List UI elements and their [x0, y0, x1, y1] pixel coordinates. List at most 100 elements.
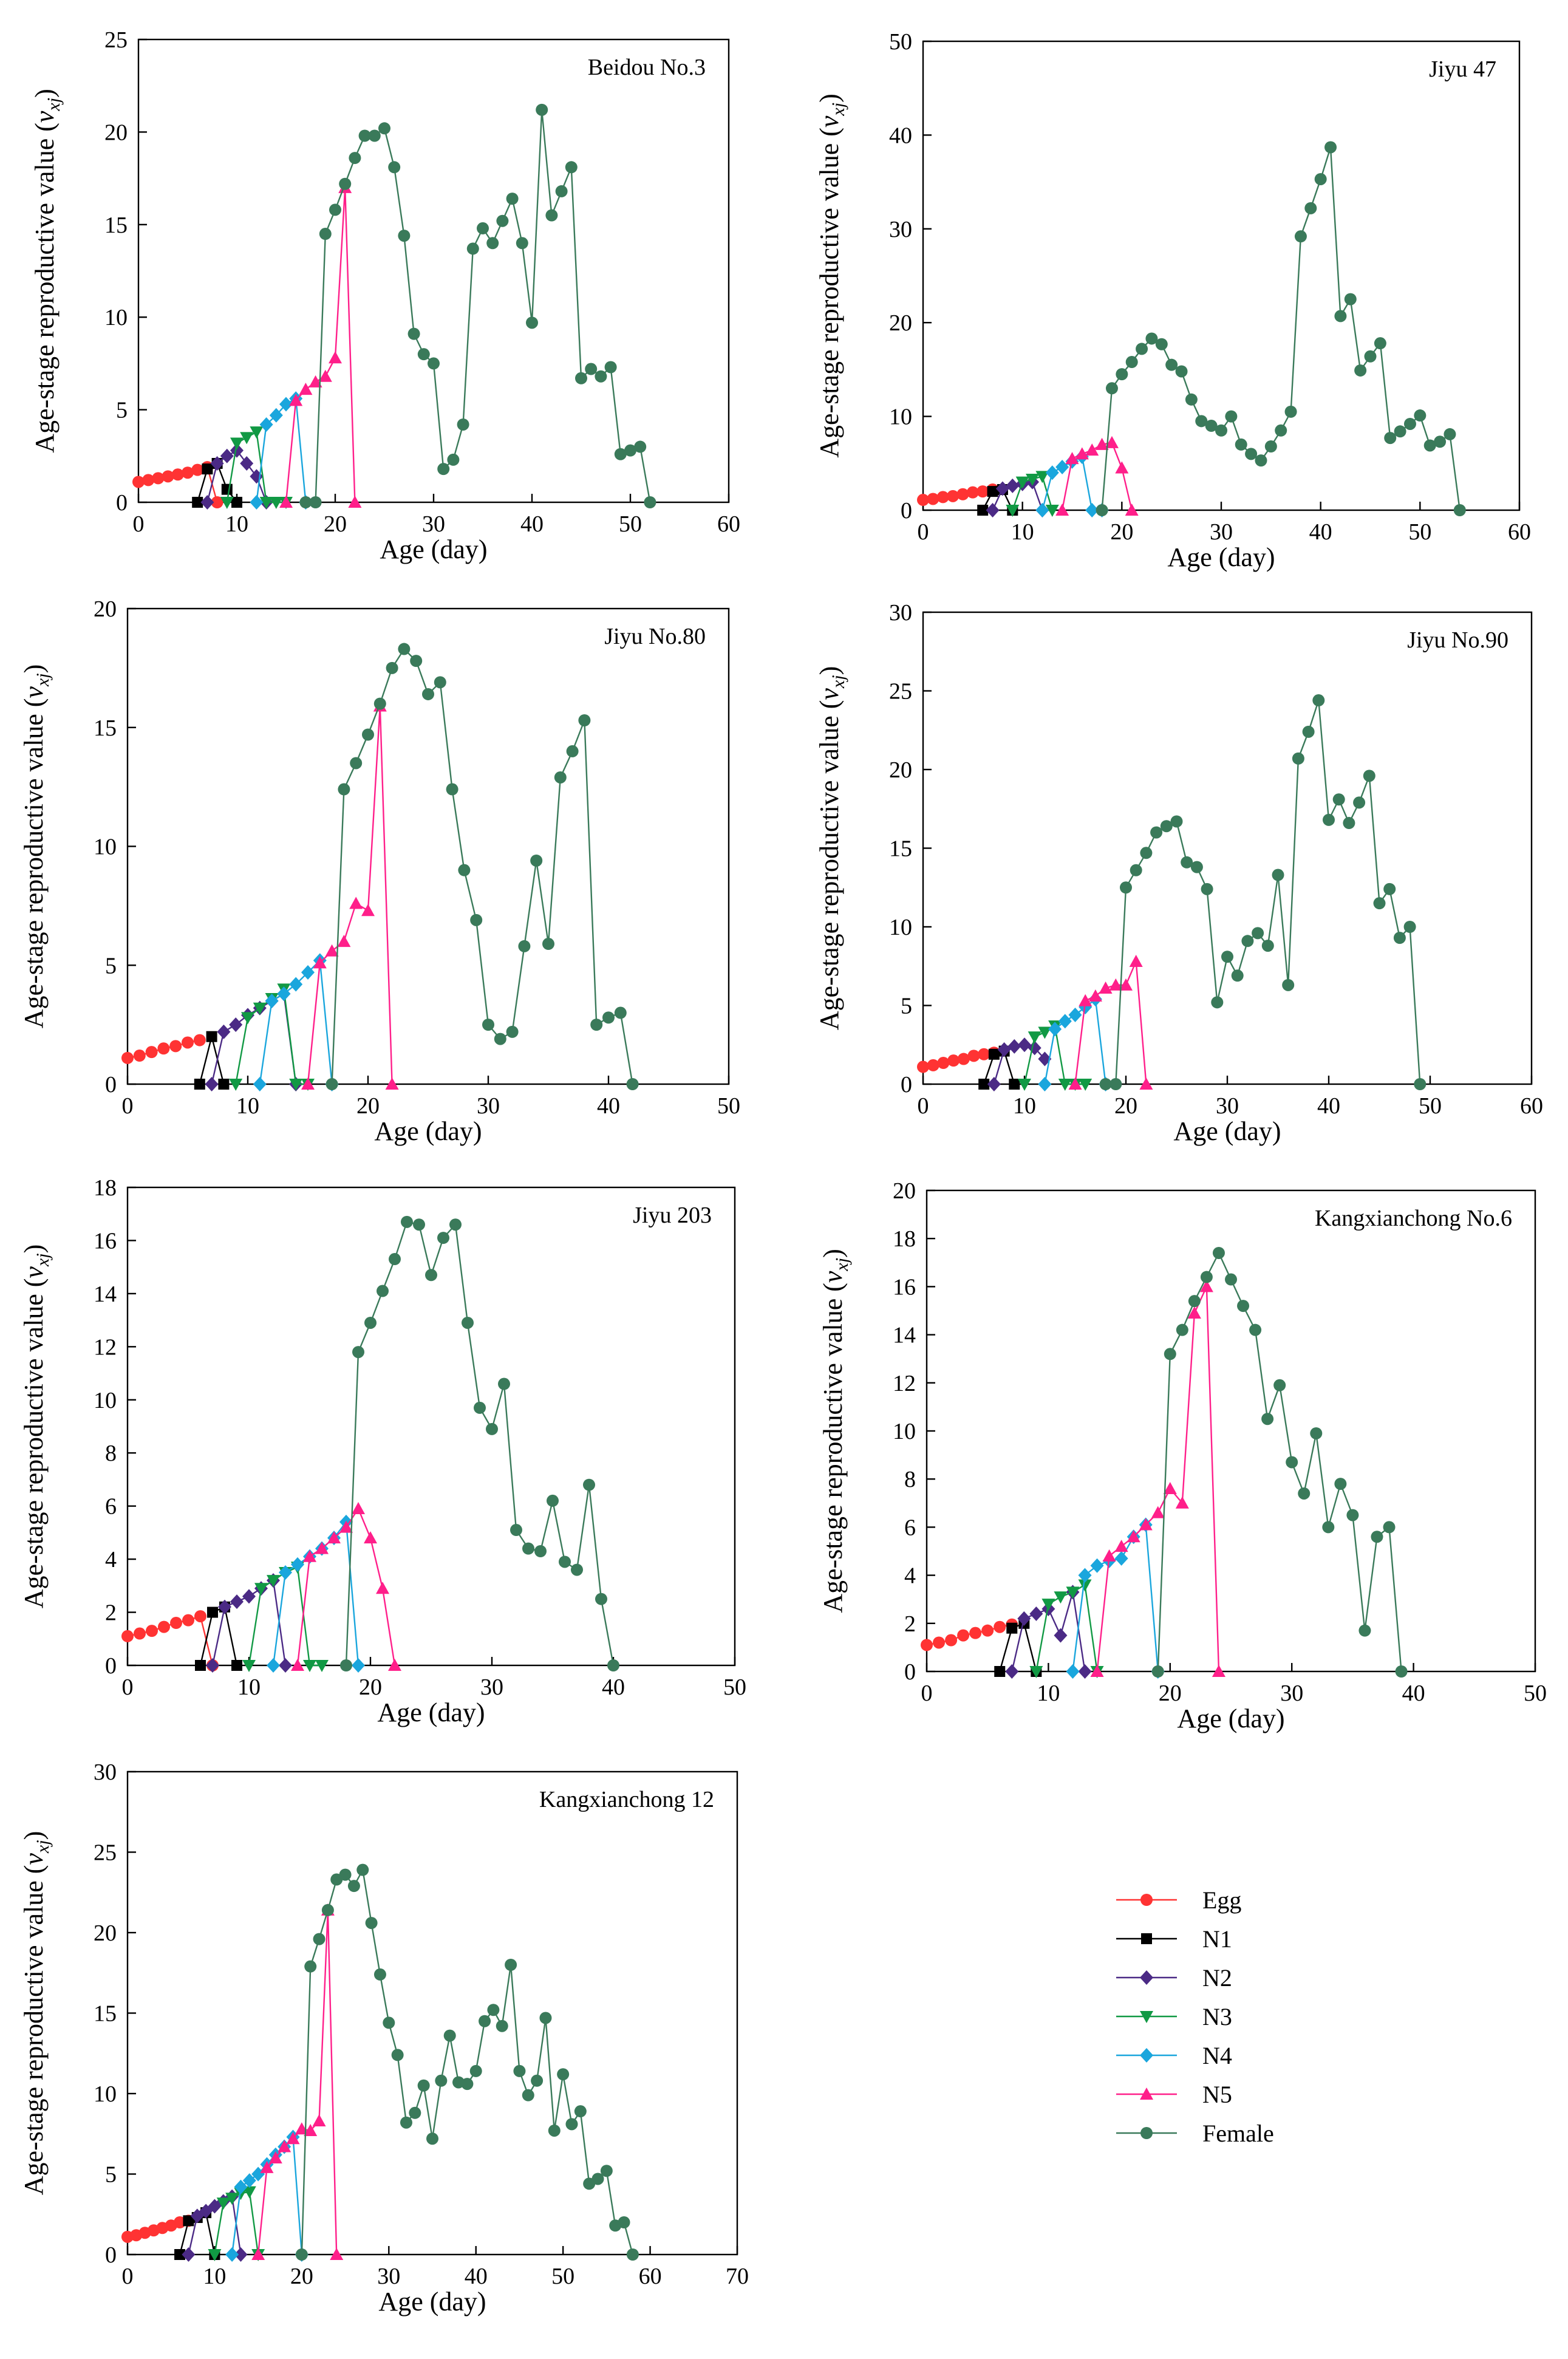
data-point-female [1165, 358, 1178, 371]
y-axis-title-sub: xj [33, 673, 53, 687]
data-point-n1 [195, 1660, 206, 1671]
x-tick-label: 10 [225, 511, 248, 537]
data-point-egg [182, 466, 194, 479]
y-tick-label: 0 [105, 2242, 117, 2268]
y-tick-label: 12 [94, 1334, 117, 1360]
data-point-female [595, 370, 607, 383]
data-point-female [1176, 1323, 1188, 1336]
series-n5 [251, 1903, 344, 2260]
data-point-egg [211, 496, 223, 508]
data-point-n3 [229, 1079, 243, 1091]
data-point-n5 [303, 1549, 316, 1562]
y-axis-title-close: ) [30, 89, 60, 98]
data-point-female [1231, 969, 1244, 982]
plot-frame [126, 1770, 738, 2256]
data-point-n3 [254, 1583, 268, 1596]
data-point-female [295, 2248, 308, 2261]
data-point-n3 [1026, 474, 1040, 486]
x-axis-title: Age (day) [380, 534, 487, 564]
data-point-female [510, 1524, 522, 1537]
data-point-female [1383, 1521, 1396, 1534]
data-point-n5 [1095, 437, 1109, 450]
data-point-female [461, 2078, 474, 2091]
data-point-female [487, 2004, 500, 2016]
data-point-n3 [1058, 1079, 1072, 1091]
data-point-n3 [1054, 1591, 1068, 1604]
data-point-egg [146, 1625, 158, 1637]
panel-title: Kangxianchong 12 [539, 1787, 714, 1812]
data-point-female [1383, 882, 1396, 895]
chart-panel-6: 0 10 20 30 40 50 0 2 4 6 8 10 12 14 16 18 20 Kangxianchon… [818, 1178, 1547, 1733]
y-tick-label: 5 [105, 2162, 117, 2188]
data-point-female [506, 193, 519, 205]
data-point-n2 [217, 1024, 231, 1039]
data-point-female [1364, 350, 1377, 363]
data-point-female [1444, 428, 1456, 440]
legend-item-n3: N3 [1116, 2003, 1232, 2030]
data-point-female [1403, 417, 1416, 430]
y-tick-label: 0 [901, 1072, 912, 1098]
data-point-n2 [230, 1594, 244, 1610]
data-point-female [1235, 438, 1247, 451]
data-point-n4 [1090, 1558, 1104, 1573]
data-point-female [457, 418, 469, 431]
data-point-female [437, 1232, 449, 1244]
y-tick-label: 10 [889, 915, 912, 940]
data-point-n3 [220, 497, 234, 509]
y-tick-label: 0 [901, 498, 912, 524]
data-point-female [479, 2015, 491, 2027]
y-tick-label: 25 [94, 1840, 117, 1866]
series-n2 [205, 986, 303, 1091]
data-point-female [1136, 343, 1148, 355]
data-point-n5 [330, 2248, 344, 2260]
data-point-female [339, 1868, 352, 1881]
y-tick-label: 0 [904, 1659, 916, 1685]
legend-label: N3 [1202, 2003, 1232, 2030]
data-point-female [377, 1285, 389, 1297]
series-n3 [1029, 1579, 1104, 1678]
data-point-female [458, 864, 471, 876]
chart-panel-5: 0 10 20 30 40 50 0 2 4 6 8 10 12 14 16 18 Jiyu 203 Age (d… [19, 1175, 746, 1727]
data-point-female [1334, 1478, 1347, 1490]
data-point-female [1200, 1271, 1213, 1283]
data-point-n3 [1078, 1579, 1092, 1592]
data-point-n3 [1028, 1031, 1041, 1044]
data-point-n1 [1006, 1622, 1018, 1634]
data-point-female [1323, 813, 1335, 826]
data-point-n3 [1038, 1026, 1052, 1039]
data-point-n5 [279, 496, 293, 508]
data-point-female [1145, 332, 1158, 345]
series-line-n3 [1035, 1583, 1098, 1672]
data-point-n2 [220, 448, 234, 463]
data-point-female [602, 1011, 615, 1024]
data-point-egg [936, 491, 949, 504]
data-point-n5 [1079, 994, 1092, 1006]
y-axis-title-text: Age-stage reproductive value ( [19, 1279, 49, 1609]
data-point-female [1255, 454, 1267, 467]
data-point-n4 [279, 397, 293, 412]
data-point-n2 [997, 1042, 1011, 1057]
data-point-n5 [1068, 1077, 1082, 1090]
data-point-egg [170, 1617, 182, 1630]
data-point-female [347, 1880, 360, 1893]
data-point-female [486, 237, 499, 250]
data-point-n2 [995, 481, 1009, 496]
data-point-female [449, 1218, 462, 1231]
data-point-n5 [278, 2140, 291, 2152]
data-point-female [1272, 869, 1284, 881]
data-point-female [600, 2165, 613, 2177]
data-point-female [378, 122, 390, 135]
data-point-n4 [253, 1077, 267, 1091]
data-point-female [1294, 230, 1307, 243]
plot-frame [925, 1189, 1536, 1673]
data-point-egg [121, 1630, 134, 1642]
data-point-female [565, 2118, 578, 2131]
data-point-female [1195, 415, 1208, 428]
y-axis-title-var: v [19, 1853, 49, 1865]
legend-label: Female [1202, 2120, 1274, 2147]
data-point-female [590, 1019, 603, 1031]
data-point-n4 [267, 1658, 280, 1673]
data-point-female [1215, 424, 1227, 437]
data-point-n2 [279, 1658, 292, 1673]
data-point-female [1096, 504, 1108, 516]
